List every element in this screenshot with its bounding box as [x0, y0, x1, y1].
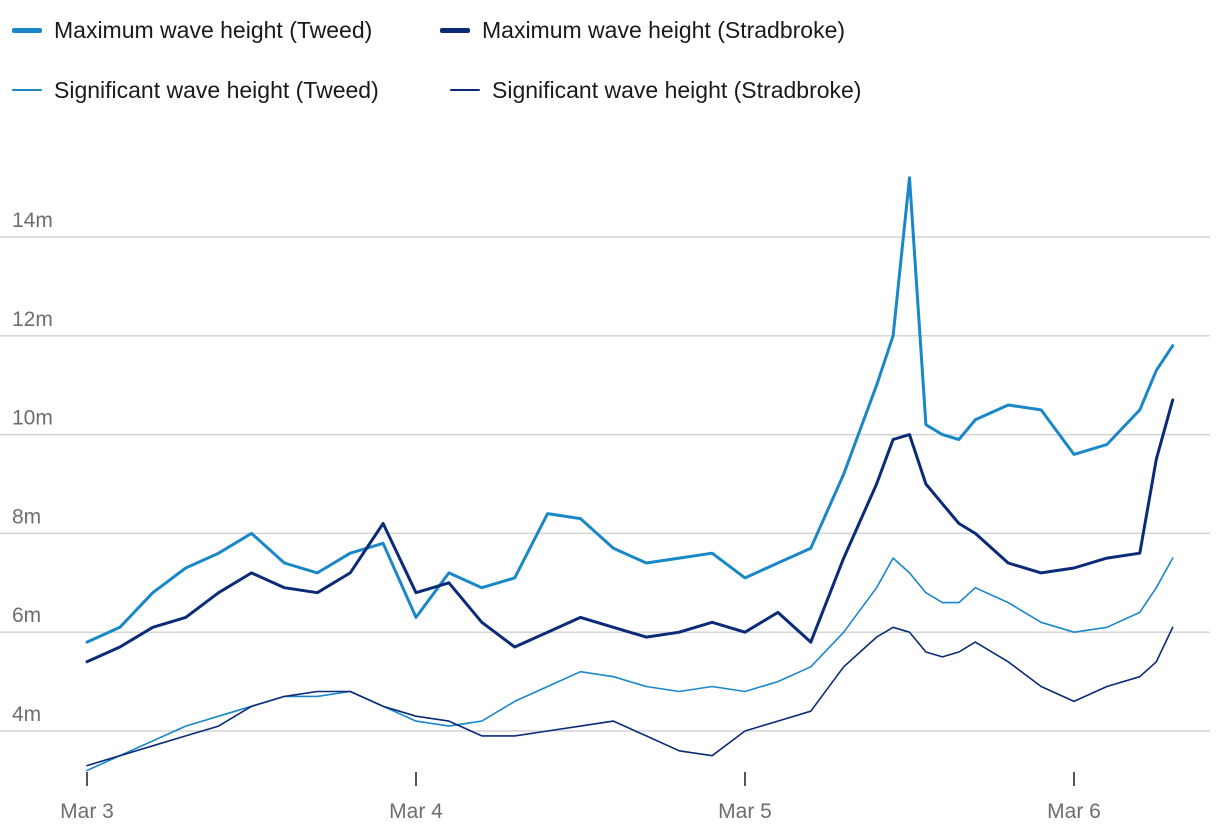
legend-swatch-sig-stradbroke	[450, 89, 480, 91]
series-line-maximum-wave-height-stradbroke	[85, 398, 1175, 664]
x-tick-label: Mar 3	[60, 800, 114, 823]
x-axis: Mar 3 Mar 4 Mar 5 Mar 6	[60, 772, 1101, 823]
y-tick-label: 4m	[12, 703, 41, 726]
y-gridlines	[0, 236, 1210, 732]
series-line-significant-wave-height-stradbroke	[86, 626, 1174, 767]
legend-swatch-sig-tweed	[12, 89, 42, 91]
y-tick-label: 6m	[12, 604, 41, 627]
y-tick-label: 14m	[12, 209, 53, 232]
x-tick-label: Mar 6	[1047, 800, 1101, 823]
legend-label-sig-tweed: Significant wave height (Tweed)	[54, 76, 379, 103]
y-tick-label: 10m	[12, 407, 53, 430]
y-tick-label: 12m	[12, 308, 53, 331]
legend-item-sig-stradbroke[interactable]: Significant wave height (Stradbroke)	[450, 75, 861, 105]
legend-label-max-stradbroke: Maximum wave height (Stradbroke)	[482, 16, 846, 43]
series-line-maximum-wave-height-tweed	[85, 176, 1175, 644]
y-axis: 4m 6m 8m 10m 12m 14m	[12, 209, 53, 726]
x-tick-label: Mar 4	[389, 800, 443, 823]
legend-label-max-tweed: Maximum wave height (Tweed)	[54, 16, 373, 43]
legend-swatch-max-tweed	[12, 27, 42, 33]
legend-item-max-tweed[interactable]: Maximum wave height (Tweed)	[12, 15, 372, 45]
x-tick-label: Mar 5	[718, 800, 772, 823]
series-lines	[85, 176, 1175, 772]
legend-item-max-stradbroke[interactable]: Maximum wave height (Stradbroke)	[440, 15, 845, 45]
series-line-significant-wave-height-tweed	[86, 557, 1174, 772]
legend-label-sig-stradbroke: Significant wave height (Stradbroke)	[492, 76, 862, 103]
y-tick-label: 8m	[12, 505, 41, 528]
chart-legend: Maximum wave height (Tweed) Maximum wave…	[0, 0, 1220, 120]
legend-item-sig-tweed[interactable]: Significant wave height (Tweed)	[12, 75, 379, 105]
legend-swatch-max-stradbroke	[440, 27, 470, 33]
